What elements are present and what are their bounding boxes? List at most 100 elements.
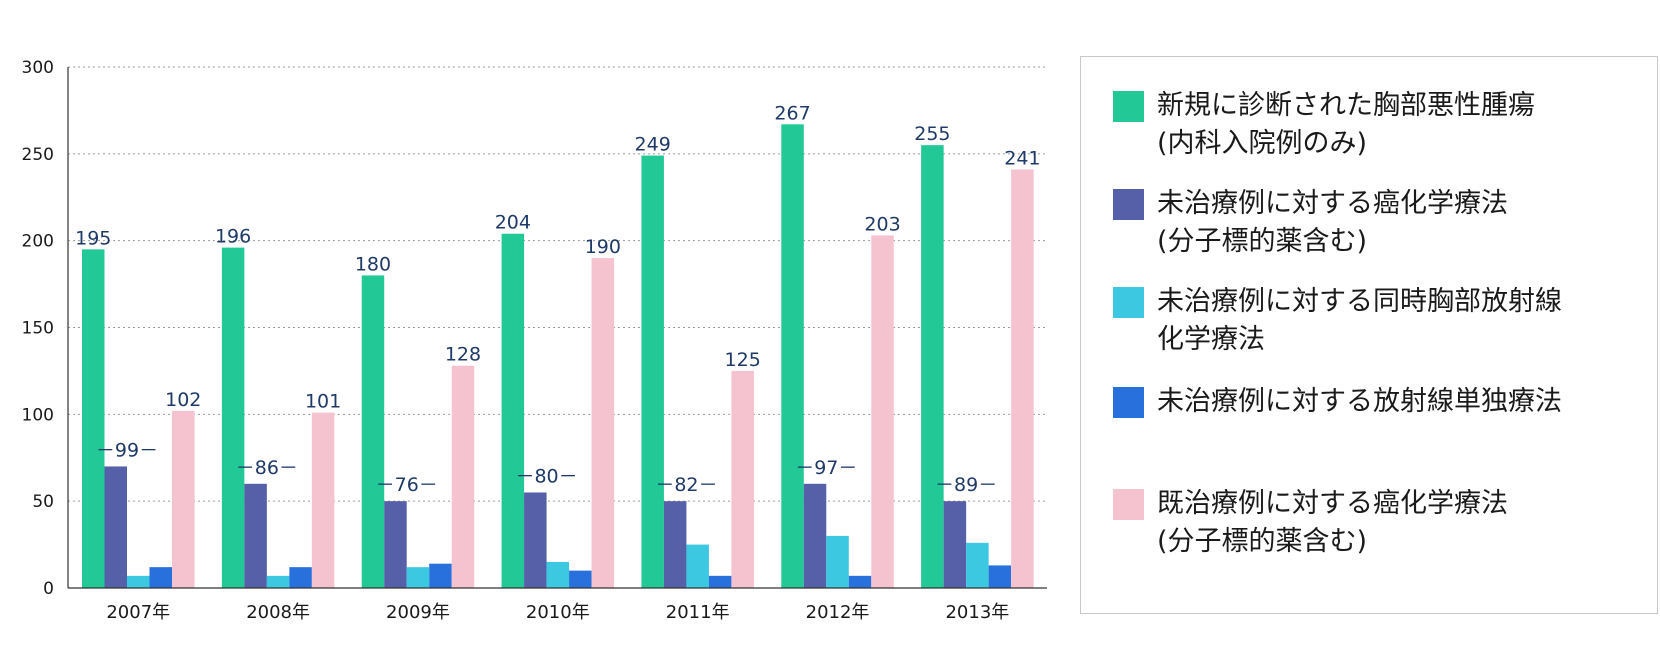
legend-label-line: 既治療例に対する癌化学療法: [1157, 488, 1508, 519]
bar: [848, 575, 872, 588]
bar: [127, 575, 150, 588]
bar: [82, 249, 105, 588]
y-tick-label: 50: [32, 492, 54, 512]
bar: [871, 235, 894, 588]
bar-value-label: 203: [864, 213, 900, 235]
x-tick-label: 2009年: [386, 602, 450, 623]
bar-value-label: 241: [1004, 147, 1040, 169]
legend-item: 未治療例に対する癌化学療法 (分子標的薬含む): [1113, 185, 1508, 261]
bar-value-label: 102: [165, 389, 201, 411]
legend-label: 新規に診断された胸部悪性腫瘍 (内科入院例のみ): [1157, 87, 1535, 163]
bar-value-label: 195: [75, 227, 111, 249]
legend-label-line: 未治療例に対する癌化学療法: [1157, 188, 1508, 219]
group-total-label: －97－: [795, 457, 857, 479]
x-tick-label: 2011年: [666, 602, 730, 623]
bar: [384, 501, 407, 588]
legend-item: 未治療例に対する同時胸部放射線 化学療法: [1113, 283, 1562, 359]
legend-item: 未治療例に対する放射線単独療法: [1113, 383, 1562, 421]
bar: [172, 410, 195, 588]
group-total-label: －82－: [655, 474, 717, 496]
legend-swatch: [1113, 489, 1144, 520]
bar: [104, 466, 127, 588]
group-total-label: －80－: [515, 465, 577, 487]
x-tick-label: 2007年: [106, 602, 170, 623]
legend-label: 未治療例に対する放射線単独療法: [1157, 383, 1562, 421]
data-labels: 195 102 －99－ 196 101 －86－ 180 128 －76－ 204 190 －80－…: [75, 102, 1040, 496]
bar: [663, 501, 687, 588]
legend-label: 未治療例に対する癌化学療法 (分子標的薬含む): [1157, 185, 1508, 261]
bar: [708, 575, 732, 588]
group-total-label: －99－: [96, 439, 158, 461]
legend-label-line: (分子標的薬含む): [1157, 526, 1368, 557]
bar-value-label: 249: [635, 134, 671, 156]
group-total-label: －86－: [236, 457, 298, 479]
legend-swatch: [1113, 91, 1144, 122]
bar: [966, 542, 989, 588]
x-tick-label: 2013年: [945, 602, 1009, 623]
bar: [921, 145, 944, 588]
bar-value-label: 190: [585, 236, 621, 258]
y-tick-label: 300: [22, 58, 54, 78]
legend-label: 既治療例に対する癌化学療法 (分子標的薬含む): [1157, 485, 1508, 561]
bar: [988, 565, 1012, 588]
y-tick-label: 200: [22, 232, 54, 252]
bar: [289, 567, 312, 588]
bar-value-label: 204: [495, 212, 531, 234]
bar-value-label: 267: [774, 102, 810, 124]
bar: [266, 575, 290, 588]
bar: [569, 570, 592, 588]
legend-item: 既治療例に対する癌化学療法 (分子標的薬含む): [1113, 485, 1508, 561]
bar-chart: 195 102 －99－ 196 101 －86－ 180 128 －76－ 204 190 －80－…: [22, 58, 1047, 623]
legend-label-line: 未治療例に対する放射線単独療法: [1157, 386, 1562, 417]
y-tick-label: 0: [43, 579, 54, 599]
bar: [943, 501, 967, 588]
x-tick-label: 2010年: [526, 602, 590, 623]
legend-label-line: 化学療法: [1157, 324, 1265, 355]
y-tick-label: 150: [22, 319, 54, 339]
bar: [1011, 169, 1034, 589]
x-tick-label: 2012年: [806, 602, 870, 623]
bar: [641, 155, 664, 588]
bar: [524, 492, 547, 588]
bar: [221, 247, 245, 588]
legend-label: 未治療例に対する同時胸部放射線 化学療法: [1157, 283, 1562, 359]
y-tick-label: 100: [22, 405, 54, 425]
bar: [781, 124, 804, 588]
legend-label-line: 未治療例に対する同時胸部放射線: [1157, 286, 1562, 317]
bar: [406, 567, 430, 588]
bar: [244, 483, 267, 588]
bar-value-label: 125: [725, 349, 761, 371]
axes: 0 50 100 150 200 250 300 2007年 2008年 2009年 2010年 20…: [22, 58, 1047, 623]
legend-swatch: [1113, 387, 1144, 418]
bar: [311, 412, 335, 588]
bar-value-label: 196: [215, 226, 251, 248]
group-total-label: －76－: [376, 474, 438, 496]
legend-item: 新規に診断された胸部悪性腫瘍 (内科入院例のみ): [1113, 87, 1535, 163]
gridlines: [68, 66, 1047, 502]
bar-value-label: 101: [305, 391, 341, 413]
bars: [82, 124, 1034, 589]
bar: [731, 370, 754, 588]
bar: [501, 233, 525, 588]
legend: 新規に診断された胸部悪性腫瘍 (内科入院例のみ) 未治療例に対する癌化学療法 (分子標…: [1080, 56, 1658, 614]
legend-label-line: 新規に診断された胸部悪性腫瘍: [1157, 90, 1535, 121]
y-tick-label: 250: [22, 145, 54, 165]
bar-value-label: 180: [355, 253, 391, 275]
bar: [451, 365, 475, 588]
x-tick-label: 2008年: [246, 602, 310, 623]
bar: [591, 258, 615, 588]
legend-label-line: (内科入院例のみ): [1157, 128, 1368, 159]
bar: [149, 567, 172, 588]
legend-swatch: [1113, 287, 1144, 318]
bar: [803, 483, 827, 588]
bar: [361, 275, 385, 588]
bar: [686, 544, 709, 588]
group-total-label: －89－: [935, 474, 997, 496]
bar-value-label: 255: [914, 123, 950, 145]
legend-swatch: [1113, 189, 1144, 220]
bar-value-label: 128: [445, 344, 481, 366]
legend-label-line: (分子標的薬含む): [1157, 226, 1368, 257]
bar: [546, 561, 570, 588]
bar: [826, 535, 849, 588]
bar: [429, 563, 452, 588]
